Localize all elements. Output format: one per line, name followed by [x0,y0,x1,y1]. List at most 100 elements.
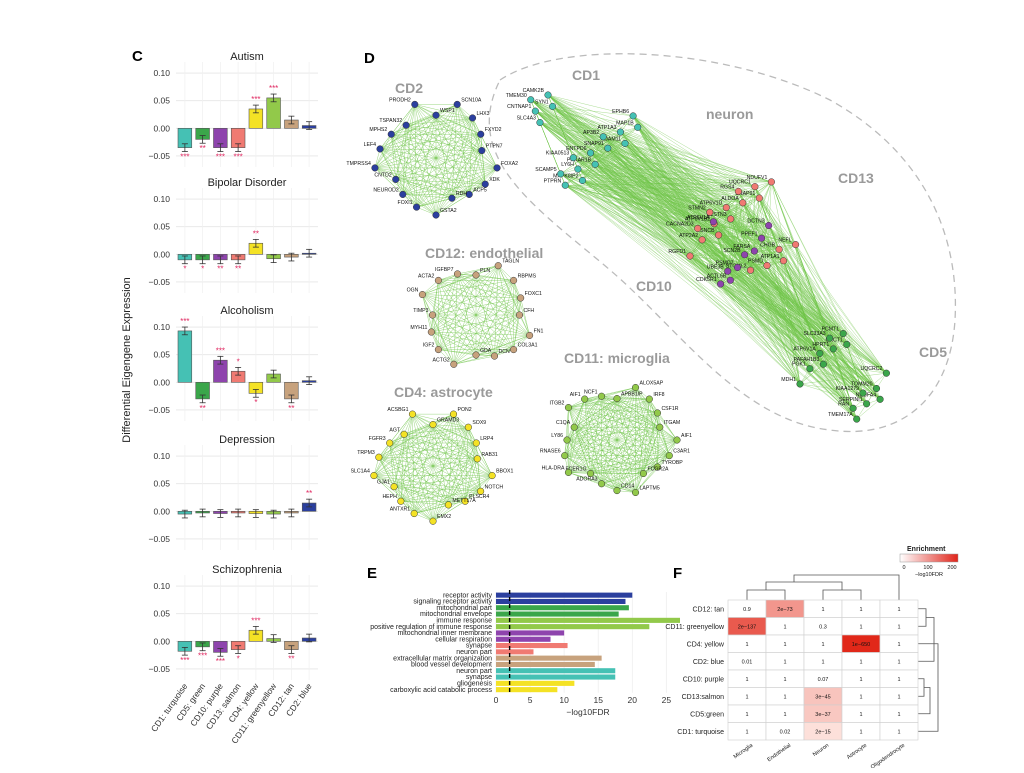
gene-node [734,264,741,271]
gene-node [411,510,418,517]
significance-stars: * [183,265,186,274]
gene-node [699,237,706,244]
gene-label: PLN [480,268,490,274]
column-label: Microglia [733,742,755,760]
significance-stars: ** [200,144,206,153]
gene-label: KIAA0513 [546,151,569,157]
cell-value: 1 [783,677,786,683]
gene-node [820,361,827,368]
gene-label: EMX2 [437,514,451,520]
significance-stars: *** [180,317,189,326]
subplot-title: Alcoholism [220,305,273,317]
x-axis-label: −log10FDR [566,707,609,717]
gene-node [840,330,847,337]
gene-node [565,404,572,411]
gene-label: TRPM3 [357,450,375,456]
row-dendrogram [918,609,938,732]
y-tick-label: −0.05 [148,151,170,161]
cell-value: 2e−137 [738,624,757,630]
row-label: CD11: greenyellow [665,624,725,631]
cell-value: 3e−37 [815,712,830,718]
gene-node [401,431,408,438]
cell-value: 1 [859,607,862,613]
go-bar [496,649,533,654]
gene-label: ACP5 [473,187,487,193]
subplot-autism: Autism−0.050.000.050.10***************** [148,51,318,167]
y-tick-label: −0.05 [148,664,170,674]
gene-node [780,257,787,264]
gene-node [403,122,410,129]
go-bar [496,656,602,661]
gene-label: TMEM30 [506,93,527,99]
gene-node [853,416,860,423]
gene-label: PRODH2 [389,97,411,103]
gene-node [873,385,880,392]
column-dendrogram [747,575,899,600]
gene-label: IRF8 [653,392,664,398]
gene-label: RGS4 [720,184,734,190]
gene-label: UQCRC2 [860,366,882,372]
gene-node [751,248,758,255]
go-bar [496,599,625,604]
y-tick-label: 0.05 [153,350,170,360]
go-bar [496,643,568,648]
gene-node [575,166,582,173]
gene-node [605,145,612,152]
significance-stars: ** [288,404,294,413]
gene-node [768,179,775,186]
gene-node [449,195,456,202]
gene-node [561,452,568,459]
gene-node [562,182,569,189]
gene-label: SNCB [700,228,715,234]
gene-node [526,332,533,339]
gene-label: FOXA2 [501,161,518,167]
gene-node [632,384,639,391]
significance-stars: ** [253,229,259,238]
gene-label: RAB31 [481,452,498,458]
cell-value: 0.01 [742,659,753,665]
gene-node [571,424,578,431]
legend-tick: 100 [923,565,932,571]
gene-node [634,124,641,131]
gene-node [646,396,653,403]
gene-node [614,395,621,402]
gene-node [598,480,605,487]
y-tick-label: 0.10 [153,322,170,332]
gene-node [592,161,599,168]
cell-value: 0.3 [819,624,827,630]
gene-label: IGFBP7 [435,267,454,273]
gene-label: TYROBP [661,460,683,466]
significance-stars: ** [235,265,241,274]
cell-value: 1 [745,642,748,648]
row-label: CD2: blue [693,659,724,666]
gene-node [474,456,481,463]
gene-node [717,281,724,288]
gene-node [549,103,556,110]
go-bar [496,662,595,667]
gene-label: COL3A1 [518,343,538,349]
cell-value: 1 [897,677,900,683]
gene-label: SNAP91 [584,141,604,147]
gene-label: FCGR2A [647,466,669,472]
gene-node [860,390,867,397]
cell-value: 1 [897,712,900,718]
gene-label: SCAMP5 [535,167,556,173]
column-label: Endothelial [766,743,792,764]
column-label: Neuron [812,743,830,758]
cluster-label-cd1: CD1 [572,67,600,83]
gene-label: CNTNAP1 [507,104,531,110]
cluster-label-neuron: neuron [706,106,753,122]
significance-stars: *** [180,656,189,665]
panel-letter-f: F [673,565,682,582]
gene-node [376,454,383,461]
cell-value: 1 [859,659,862,665]
cell-value: 1 [859,624,862,630]
y-tick-label: −0.05 [148,534,170,544]
gene-label: EPHB6 [612,109,629,115]
gene-label: CD14 [621,484,634,490]
gene-label: MAP1B [616,120,634,126]
y-tick-label: 0.10 [153,451,170,461]
gene-node [557,171,564,178]
